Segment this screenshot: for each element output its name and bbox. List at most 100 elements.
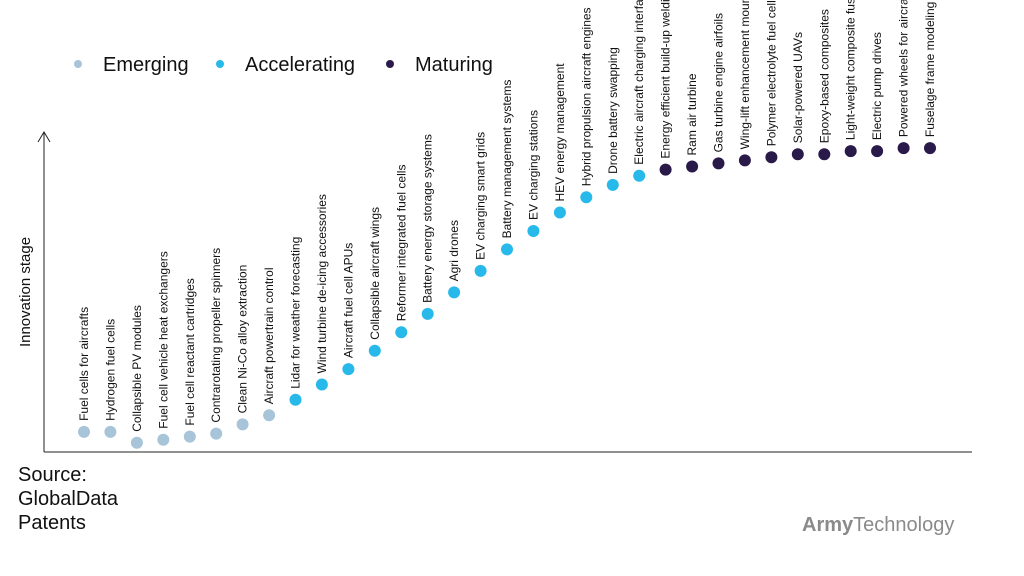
y-axis-arrow [37, 131, 51, 143]
point-marker [210, 427, 223, 440]
point-marker [236, 418, 249, 431]
point-label: Fuel cell reactant cartridges [183, 278, 197, 425]
point-label: Fuel cells for aircrafts [77, 307, 91, 421]
data-point: Reformer integrated fuel cells [394, 165, 408, 339]
point-label: Polymer electrolyte fuel cells [764, 0, 778, 146]
point-label: Battery management systems [500, 80, 514, 239]
data-point: Battery energy storage systems [421, 134, 435, 320]
data-point: Polymer electrolyte fuel cells [764, 0, 778, 164]
y-axis-label: Innovation stage [17, 237, 34, 347]
point-marker [263, 409, 276, 422]
legend-entry-accelerating: Accelerating [216, 54, 355, 76]
legend-label: Maturing [415, 54, 493, 76]
point-label: Hydrogen fuel cells [103, 319, 117, 421]
point-marker [765, 151, 778, 164]
data-point: Ram air turbine [685, 73, 699, 173]
point-label: Collapsible PV modules [130, 305, 144, 432]
point-label: Wind turbine de-icing accessories [315, 194, 329, 373]
point-marker [315, 378, 328, 391]
data-point: Powered wheels for aircraft landing [897, 0, 911, 155]
point-marker [871, 145, 884, 158]
source-line-1: Source: [18, 464, 87, 486]
data-points: Fuel cells for aircrafts Hydrogen fuel ce… [77, 0, 937, 449]
point-label: Hybrid propulsion aircraft engines [579, 7, 593, 186]
legend-label: Accelerating [245, 54, 355, 76]
point-marker [474, 264, 487, 277]
data-point: Electric aircraft charging interfaces [632, 0, 646, 182]
data-point: Fuselage frame modeling [923, 2, 937, 155]
point-marker [580, 191, 593, 204]
point-label: Epoxy-based composites [817, 9, 831, 143]
legend-marker [386, 60, 394, 68]
point-label: Gas turbine engine airfoils [712, 13, 726, 152]
legend-entry-emerging: Emerging [74, 54, 189, 76]
point-marker [897, 142, 910, 155]
data-point: Aircraft powertrain control [262, 267, 276, 422]
data-point: Drone battery swapping [606, 47, 620, 191]
data-point: Wind turbine de-icing accessories [315, 194, 329, 391]
point-label: Collapsible aircraft wings [368, 207, 382, 340]
data-point: Clean Ni-Co alloy extraction [236, 265, 250, 431]
point-marker [104, 425, 117, 438]
point-marker [157, 433, 170, 446]
data-point: Hybrid propulsion aircraft engines [579, 7, 593, 204]
point-marker [501, 243, 513, 256]
brand-logo: ArmyTechnology [802, 514, 954, 537]
data-point: Gas turbine engine airfoils [712, 13, 726, 170]
point-marker [448, 286, 461, 299]
point-label: Aircraft fuel cell APUs [341, 243, 355, 358]
data-point: Battery management systems [500, 80, 514, 256]
data-point: Aircraft fuel cell APUs [341, 243, 355, 376]
source-note: Source: GlobalData Patents [18, 463, 178, 535]
data-point: Wing-lift enhancement mountings [738, 0, 752, 167]
point-marker [183, 430, 196, 443]
point-marker [633, 169, 646, 182]
data-point: Fuel cell reactant cartridges [183, 278, 197, 443]
point-label: Solar-powered UAVs [791, 32, 805, 143]
point-marker [712, 157, 725, 170]
data-point: Fuel cells for aircrafts [77, 307, 91, 438]
point-label: Agri drones [447, 220, 461, 281]
data-point: Hydrogen fuel cells [103, 319, 117, 438]
point-marker [606, 178, 619, 191]
point-marker [553, 206, 566, 219]
legend-label: Emerging [103, 54, 189, 76]
data-point: Epoxy-based composites [817, 9, 831, 161]
point-marker [289, 393, 302, 406]
point-label: Clean Ni-Co alloy extraction [236, 265, 250, 414]
legend-marker [216, 60, 224, 68]
brand-part-2: Technology [853, 514, 955, 536]
data-point: Energy efficient build-up welding [659, 0, 673, 176]
data-point: EV charging stations [526, 110, 540, 237]
point-marker [421, 307, 434, 320]
point-label: Electric aircraft charging interfaces [632, 0, 646, 165]
point-marker [686, 160, 699, 173]
point-label: Drone battery swapping [606, 47, 620, 174]
brand-part-1: Army [802, 514, 854, 536]
legend: Emerging Accelerating Maturing [74, 54, 493, 76]
point-label: Electric pump drives [870, 32, 884, 140]
point-label: Reformer integrated fuel cells [394, 165, 408, 322]
point-label: Energy efficient build-up welding [659, 0, 673, 159]
legend-marker [74, 60, 82, 68]
data-point: Contrarotating propeller spinners [209, 248, 223, 440]
data-point: Collapsible PV modules [130, 305, 144, 449]
data-point: Light-weight composite fuselage [844, 0, 858, 158]
source-line-2: GlobalData [18, 488, 119, 510]
point-marker [368, 344, 381, 357]
data-point: Collapsible aircraft wings [368, 207, 382, 357]
point-label: Powered wheels for aircraft landing [897, 0, 911, 137]
point-marker [527, 225, 540, 237]
point-marker [342, 363, 355, 376]
point-marker [791, 148, 804, 161]
data-point: Electric pump drives [870, 32, 884, 158]
point-label: Fuselage frame modeling [923, 2, 937, 137]
data-point: Lidar for weather forecasting [289, 237, 303, 406]
point-label: Aircraft powertrain control [262, 267, 276, 404]
point-marker [659, 163, 672, 176]
data-point: EV charging smart grids [474, 132, 488, 277]
point-marker [395, 326, 408, 339]
legend-entry-maturing: Maturing [386, 54, 493, 76]
point-label: EV charging smart grids [474, 132, 488, 260]
point-label: Fuel cell vehicle heat exchangers [156, 251, 170, 428]
